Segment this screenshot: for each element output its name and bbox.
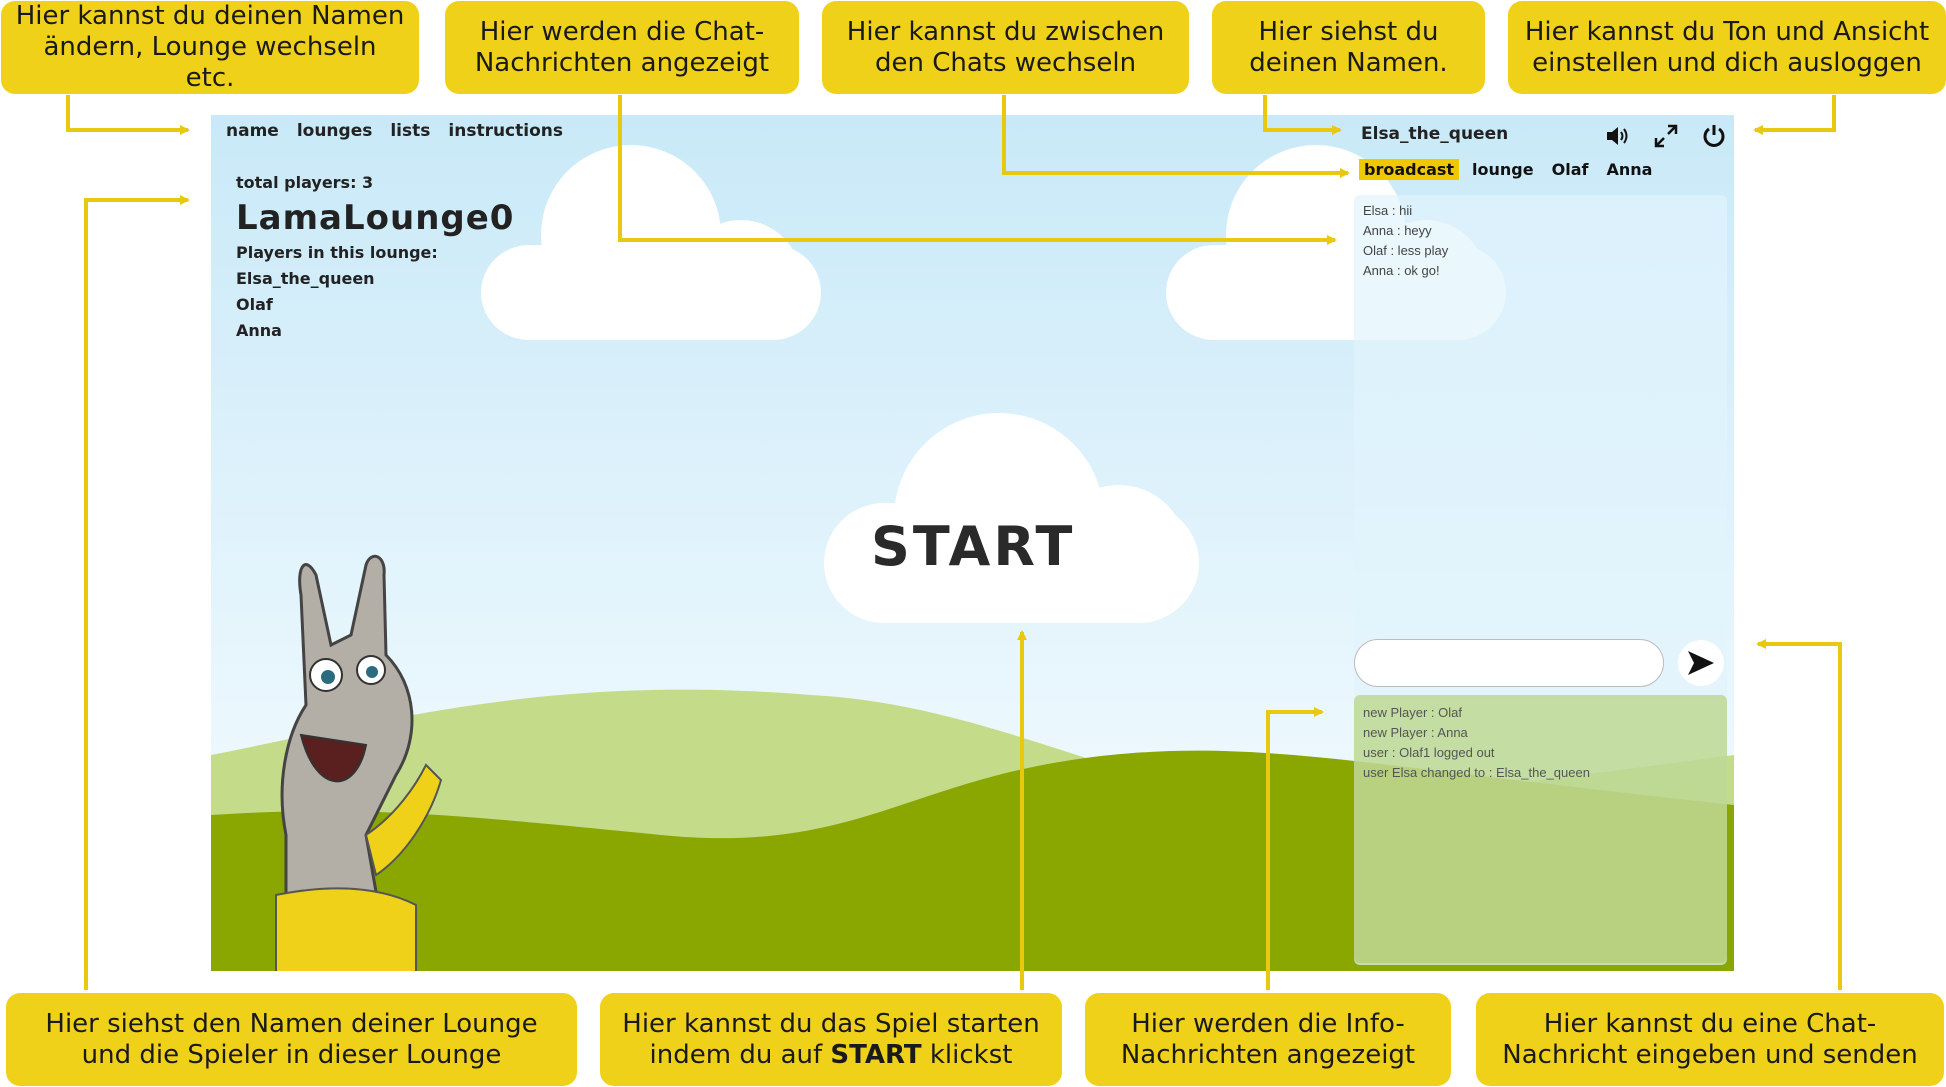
nav-lists[interactable]: lists <box>390 121 431 141</box>
llama-mascot <box>275 554 443 971</box>
player-item: Anna <box>236 321 282 340</box>
lounge-info: total players: 3 LamaLounge0 Players in … <box>236 170 514 344</box>
top-nav: name lounges lists instructions <box>226 121 563 141</box>
callout-info-messages: Hier werden die Info-Nachrichten angezei… <box>1085 993 1451 1086</box>
lounge-name: LamaLounge0 <box>236 198 515 238</box>
game-screen: name lounges lists instructions total pl… <box>211 115 1734 971</box>
info-message: new Player : Anna <box>1363 725 1468 740</box>
players-heading: Players in this lounge: <box>236 243 438 262</box>
callout-own-name: Hier siehst du deinen Namen. <box>1212 1 1485 94</box>
power-icon[interactable] <box>1697 119 1731 153</box>
chat-message: Olaf : less play <box>1363 243 1449 258</box>
info-message: user : Olaf1 logged out <box>1363 745 1495 760</box>
expand-icon[interactable] <box>1649 119 1683 153</box>
tab-olaf[interactable]: Olaf <box>1551 160 1589 179</box>
nav-lounges[interactable]: lounges <box>296 121 373 141</box>
top-icons <box>1601 119 1731 153</box>
chat-tabs: broadcast lounge Olaf Anna <box>1359 159 1657 180</box>
callout-start-prefix: Hier kannst du das Spiel starten indem d… <box>622 1008 1040 1070</box>
info-panel <box>1354 695 1727 963</box>
speaker-icon[interactable] <box>1601 119 1635 153</box>
callout-name-change: Hier kannst du deinen Namen ändern, Loun… <box>1 1 419 94</box>
tab-broadcast[interactable]: broadcast <box>1359 159 1460 180</box>
chat-messages: Elsa : hii Anna : heyy Olaf : less play … <box>1363 201 1448 281</box>
chat-message: Anna : ok go! <box>1363 263 1440 278</box>
callout-chat-switch: Hier kannst du zwischen den Chats wechse… <box>822 1 1189 94</box>
callout-lounge-info: Hier siehst den Namen deiner Lounge und … <box>6 993 577 1086</box>
user-name: Elsa_the_queen <box>1361 124 1509 144</box>
chat-message: Anna : heyy <box>1363 223 1432 238</box>
chat-input[interactable] <box>1354 639 1664 687</box>
cloud-left <box>481 145 821 340</box>
chat-message: Elsa : hii <box>1363 203 1413 218</box>
callout-send-message: Hier kannst du eine Chat-Nachricht einge… <box>1476 993 1944 1086</box>
callout-start-suffix: klickst <box>929 1039 1013 1070</box>
callout-sound-view: Hier kannst du Ton und Ansicht einstelle… <box>1508 1 1946 94</box>
player-item: Olaf <box>236 295 273 314</box>
player-item: Elsa_the_queen <box>236 269 375 288</box>
start-cloud <box>824 413 1199 623</box>
nav-name[interactable]: name <box>226 121 279 141</box>
tab-lounge[interactable]: lounge <box>1472 160 1534 179</box>
send-button[interactable] <box>1678 640 1724 686</box>
callout-start-bold: START <box>830 1039 922 1070</box>
info-message: new Player : Olaf <box>1363 705 1462 720</box>
callout-start-game: Hier kannst du das Spiel starten indem d… <box>600 993 1062 1086</box>
callout-chat-messages: Hier werden die Chat-Nachrichten angezei… <box>445 1 799 94</box>
total-players: total players: 3 <box>236 173 374 192</box>
hills-background <box>211 689 1734 971</box>
start-button[interactable]: START <box>871 515 1076 578</box>
send-arrow-icon <box>1688 651 1714 675</box>
nav-instructions[interactable]: instructions <box>448 121 563 141</box>
info-messages: new Player : Olaf new Player : Anna user… <box>1363 703 1590 783</box>
tab-anna[interactable]: Anna <box>1606 160 1653 179</box>
info-message: user Elsa changed to : Elsa_the_queen <box>1363 765 1590 780</box>
